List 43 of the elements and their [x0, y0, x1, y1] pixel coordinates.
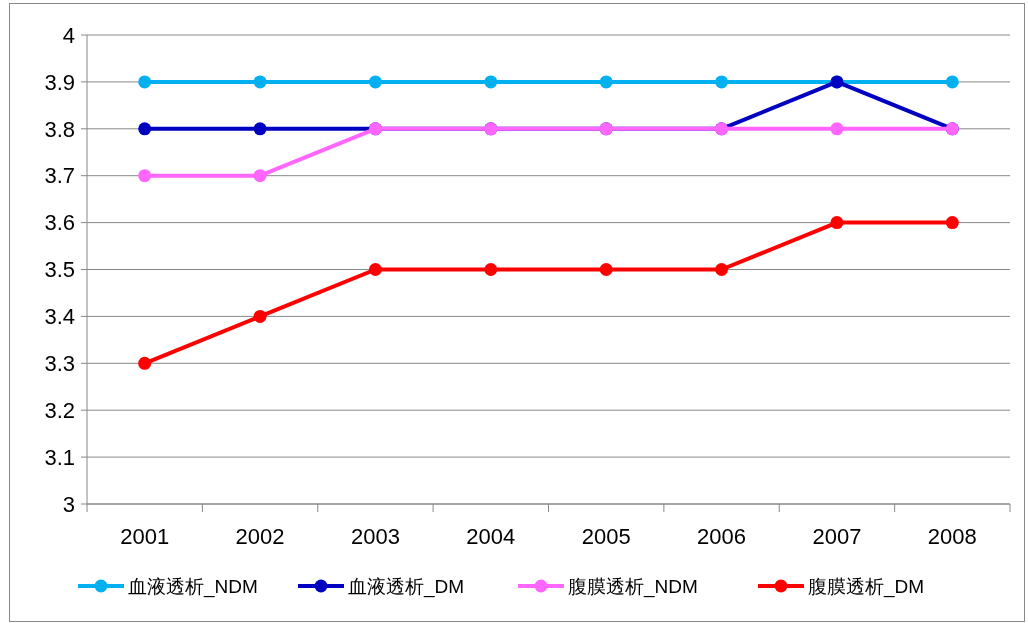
y-tick-label: 3 [62, 491, 75, 517]
y-tick-label: 3.3 [44, 351, 75, 376]
x-tick-label: 2002 [235, 524, 285, 549]
x-tick-label: 2001 [120, 524, 170, 549]
point [830, 122, 844, 136]
point [253, 75, 267, 89]
point [945, 216, 959, 230]
x-tick-label: 2008 [927, 524, 977, 549]
y-tick-label: 3.6 [44, 210, 75, 236]
x-tick-label: 2003 [350, 524, 400, 549]
point [138, 356, 152, 370]
x-tick-label: 2005 [581, 524, 631, 549]
y-tick-label: 3.9 [44, 69, 75, 95]
point [484, 263, 498, 276]
point [253, 169, 267, 183]
point [368, 263, 382, 276]
y-tick-label: 3.8 [44, 116, 75, 142]
y-tick-label: 3.1 [44, 444, 75, 470]
point [138, 75, 152, 89]
point [253, 309, 267, 323]
legend-label: 血液透析_DM [348, 575, 465, 598]
point [368, 75, 382, 89]
y-tick-label: 3.5 [44, 257, 75, 283]
point [484, 75, 498, 89]
point [138, 122, 152, 136]
legend-label: 血液透析_NDM [128, 575, 258, 598]
point [715, 75, 729, 89]
y-tick-label: 3.7 [44, 163, 75, 189]
point [715, 263, 729, 276]
legend-label: 腹膜透析_DM [808, 575, 925, 598]
point [599, 75, 613, 89]
legend-label: 腹膜透析_NDM [568, 575, 698, 598]
point [945, 75, 959, 89]
point [138, 169, 152, 183]
point [253, 122, 267, 136]
x-tick-label: 2007 [812, 524, 862, 549]
point [830, 216, 844, 230]
point [599, 263, 613, 276]
x-tick-label: 2004 [466, 524, 516, 549]
x-tick-label: 2006 [697, 524, 747, 549]
y-tick-label: 3.4 [44, 304, 75, 330]
y-tick-label: 4 [62, 22, 75, 48]
y-tick-label: 3.2 [44, 397, 75, 423]
